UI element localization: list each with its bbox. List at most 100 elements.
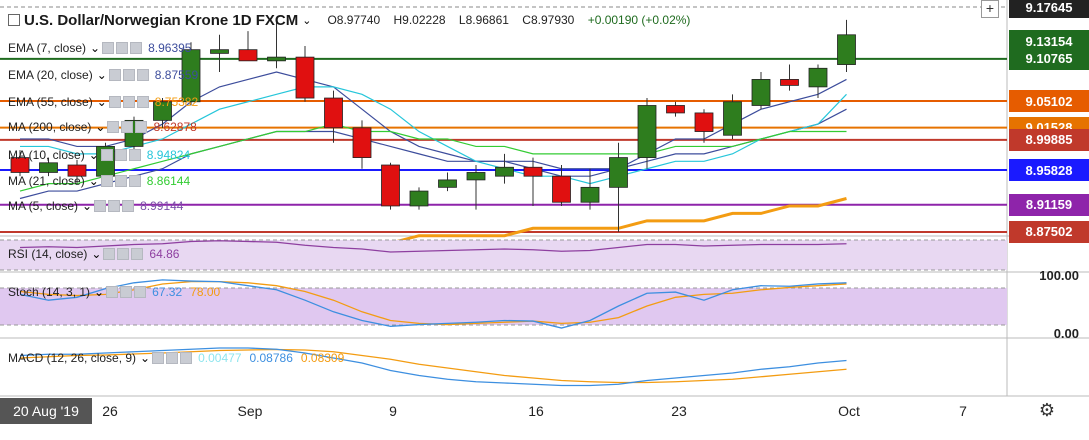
- candle-body: [723, 101, 742, 136]
- indicator-rsi[interactable]: RSI (14, close) ⌄ 64.86: [8, 247, 180, 261]
- indicator-ma5[interactable]: MA (5, close) ⌄ 8.99144: [8, 199, 184, 213]
- gear-icon[interactable]: [117, 248, 130, 260]
- candle-body: [637, 105, 657, 158]
- close-icon[interactable]: [180, 352, 193, 364]
- chevron-down-icon[interactable]: ⌄: [82, 199, 93, 213]
- candle-body: [466, 172, 486, 181]
- eye-icon[interactable]: [100, 175, 113, 187]
- indicator-controls[interactable]: [108, 69, 149, 81]
- indicator-stoch[interactable]: Stoch (14, 3, 1) ⌄ 67.32 78.00: [8, 285, 221, 299]
- indicator-controls[interactable]: [152, 352, 193, 364]
- candle-body: [580, 186, 600, 203]
- plus-icon[interactable]: +: [981, 0, 999, 18]
- indicator-controls[interactable]: [103, 248, 144, 260]
- candle-body: [751, 79, 771, 106]
- rsi-line: [19, 240, 847, 253]
- candle-body: [39, 162, 58, 173]
- eye-icon[interactable]: [108, 69, 121, 81]
- ma-line: [19, 108, 847, 200]
- gear-icon[interactable]: ⚙: [1038, 400, 1055, 420]
- candle-body: [409, 190, 429, 207]
- gear-icon[interactable]: [122, 96, 135, 108]
- osc-axis-bottom: 0.00: [1053, 326, 1079, 341]
- x-tick-label: 23: [671, 403, 687, 419]
- gear-icon[interactable]: [108, 200, 121, 212]
- gear-icon[interactable]: [114, 149, 127, 161]
- close-icon[interactable]: [128, 175, 141, 187]
- close-icon[interactable]: [128, 149, 141, 161]
- eye-icon[interactable]: [102, 42, 115, 54]
- eye-icon[interactable]: [94, 200, 107, 212]
- gear-icon[interactable]: [114, 175, 127, 187]
- chevron-down-icon[interactable]: ⌄: [302, 14, 312, 27]
- candle-body: [295, 56, 315, 99]
- stoch-k-line: [19, 279, 847, 329]
- indicator-ema55[interactable]: EMA (55, close) ⌄ 8.75382: [8, 95, 199, 109]
- candle-body: [210, 49, 229, 54]
- indicator-controls[interactable]: [100, 149, 141, 161]
- chevron-down-icon[interactable]: ⌄: [88, 174, 99, 188]
- chevron-down-icon[interactable]: ⌄: [95, 120, 106, 134]
- gear-icon[interactable]: [122, 69, 135, 81]
- indicator-ema20[interactable]: EMA (20, close) ⌄ 8.87559: [8, 68, 199, 82]
- candle-body: [438, 179, 457, 188]
- candle-body: [694, 112, 714, 132]
- ma-line: [19, 123, 847, 192]
- price-axis-label: 8.91159: [1009, 193, 1089, 216]
- gear-icon[interactable]: [116, 42, 129, 54]
- change-value: +0.00190 (+0.02%): [587, 13, 691, 27]
- indicator-controls[interactable]: [108, 96, 149, 108]
- indicator-controls[interactable]: [94, 200, 135, 212]
- close-icon[interactable]: [136, 96, 149, 108]
- chevron-down-icon[interactable]: ⌄: [90, 41, 101, 55]
- eye-icon[interactable]: [106, 286, 119, 298]
- price-axis-label: 8.87502: [1009, 220, 1089, 243]
- chevron-down-icon[interactable]: ⌄: [96, 95, 107, 109]
- eye-icon[interactable]: [103, 248, 116, 260]
- indicator-macd[interactable]: MACD (12, 26, close, 9) ⌄ 0.00477 0.08786…: [8, 351, 345, 365]
- indicator-controls[interactable]: [106, 286, 147, 298]
- close-icon[interactable]: [135, 121, 148, 133]
- candle-body: [609, 157, 628, 188]
- symbol-title[interactable]: U.S. Dollar/Norwegian Krone 1D FXCM: [24, 11, 299, 29]
- indicator-controls[interactable]: [100, 175, 141, 187]
- collapse-icon[interactable]: [8, 14, 20, 26]
- eye-icon[interactable]: [100, 149, 113, 161]
- indicator-ma21[interactable]: MA (21, close) ⌄ 8.86144: [8, 174, 191, 188]
- eye-icon[interactable]: [152, 352, 165, 364]
- candle-body: [10, 157, 30, 173]
- indicator-controls[interactable]: [107, 121, 148, 133]
- price-axis-label: 9.10765: [1009, 47, 1089, 70]
- price-axis-label: 9.13154: [1009, 30, 1089, 53]
- candle-body: [153, 101, 172, 121]
- chevron-down-icon[interactable]: ⌄: [96, 68, 107, 82]
- candle-body: [238, 49, 258, 62]
- indicator-ma200[interactable]: MA (200, close) ⌄ 8.62878: [8, 120, 197, 134]
- close-icon[interactable]: [122, 200, 135, 212]
- gear-icon[interactable]: [121, 121, 134, 133]
- price-axis-label: 9.05102: [1009, 90, 1089, 112]
- macd-line: [19, 347, 847, 387]
- close-icon[interactable]: [134, 286, 147, 298]
- indicator-controls[interactable]: [102, 42, 143, 54]
- low-value: L8.96861: [458, 13, 509, 27]
- candle-body: [324, 97, 343, 129]
- close-icon[interactable]: [136, 69, 149, 81]
- gear-icon[interactable]: [166, 352, 179, 364]
- chevron-down-icon[interactable]: ⌄: [94, 285, 105, 299]
- indicator-ema7[interactable]: EMA (7, close) ⌄ 8.96395: [8, 41, 192, 55]
- eye-icon[interactable]: [107, 121, 120, 133]
- chevron-down-icon[interactable]: ⌄: [140, 351, 151, 365]
- candle-body: [495, 166, 514, 177]
- x-tick-label: 7: [959, 403, 967, 419]
- chevron-down-icon[interactable]: ⌄: [88, 148, 99, 162]
- price-axis-label: 8.99885: [1009, 128, 1089, 151]
- ohlc-readout: O8.97740 H9.02228 L8.96861 C8.97930 +0.0…: [327, 13, 700, 27]
- gear-icon[interactable]: [120, 286, 133, 298]
- close-icon[interactable]: [131, 248, 144, 260]
- high-value: H9.02228: [393, 13, 446, 27]
- indicator-ma10[interactable]: MA (10, close) ⌄ 8.94824: [8, 148, 191, 162]
- close-icon[interactable]: [130, 42, 143, 54]
- chevron-down-icon[interactable]: ⌄: [91, 247, 102, 261]
- eye-icon[interactable]: [108, 96, 121, 108]
